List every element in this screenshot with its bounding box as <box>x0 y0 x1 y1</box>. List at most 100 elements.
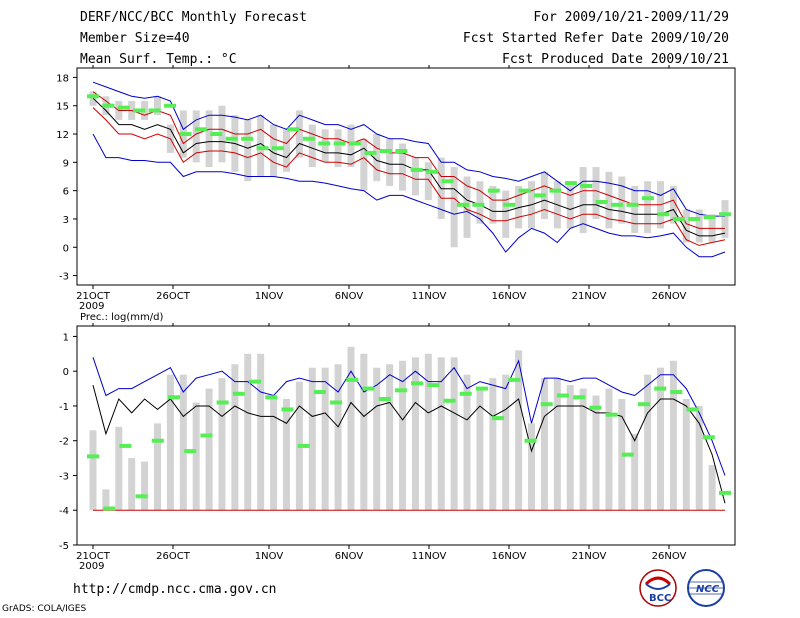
spread-box <box>592 167 600 219</box>
marker <box>87 94 99 99</box>
x-tick-label: 26NOV <box>652 291 687 302</box>
y-tick-label: 1 <box>63 332 69 343</box>
marker <box>475 386 488 391</box>
series-line-upper <box>92 357 726 476</box>
marker <box>281 407 294 412</box>
precip-bar <box>89 430 97 511</box>
y-tick-label: -3 <box>59 471 69 482</box>
plot-frame <box>76 67 736 286</box>
marker <box>637 402 650 407</box>
header-left: DERF/NCC/BCC Monthly Forecast Member Siz… <box>80 10 307 73</box>
precip-bar <box>463 374 471 511</box>
panel-label: Prec.: log(mm/d) <box>80 312 163 323</box>
marker <box>518 188 531 193</box>
precip-bar <box>682 399 690 511</box>
marker <box>102 103 115 108</box>
precip-bar <box>360 353 368 511</box>
precip-bar <box>192 402 200 511</box>
x-tick-label: 1NOV <box>255 551 284 562</box>
marker <box>313 390 326 395</box>
marker <box>503 202 516 207</box>
marker <box>200 433 213 438</box>
marker <box>346 377 359 382</box>
precip-bar <box>399 360 407 511</box>
spread-box <box>257 115 265 177</box>
precip-bar <box>141 461 149 511</box>
ncc-logo-icon: NCC <box>687 569 725 607</box>
marker <box>703 215 716 220</box>
marker <box>164 103 177 108</box>
precip-bar <box>566 385 574 511</box>
member-size: Member Size=40 <box>80 31 190 46</box>
marker <box>524 438 537 443</box>
forecast-produced: Fcst Produced Date 2009/10/21 <box>502 52 729 67</box>
source-url[interactable]: http://cmdp.ncc.cma.gov.cn <box>73 582 277 597</box>
precip-bar <box>502 374 510 511</box>
marker <box>595 199 608 204</box>
spread-box <box>605 171 613 229</box>
precip-bar <box>515 350 523 511</box>
precip-bar <box>450 357 458 511</box>
precip-bar <box>708 465 716 511</box>
marker <box>702 435 715 440</box>
marker <box>508 377 521 382</box>
precip-bar <box>631 433 639 511</box>
precip-bar <box>605 388 613 511</box>
grads-credit: GrADS: COLA/IGES <box>2 604 87 614</box>
spread-box <box>644 181 652 234</box>
precip-bar <box>579 388 587 511</box>
precip-bar <box>282 399 290 511</box>
x-tick-label: 16NOV <box>492 291 527 302</box>
spread-box <box>205 110 213 168</box>
spread-box <box>669 185 677 224</box>
marker <box>719 212 731 217</box>
marker <box>117 105 130 110</box>
marker <box>719 490 731 495</box>
marker <box>427 383 440 388</box>
marker <box>148 108 161 113</box>
marker <box>459 391 472 396</box>
spread-box <box>631 185 639 234</box>
y-tick-label: 15 <box>56 102 69 113</box>
marker <box>487 188 500 193</box>
forecast-period: For 2009/10/21-2009/11/29 <box>533 10 729 25</box>
marker <box>119 443 132 448</box>
y-tick-label: 0 <box>63 367 69 378</box>
marker <box>441 179 454 184</box>
x-tick-label: 21NOV <box>572 551 607 562</box>
marker <box>654 386 667 391</box>
marker <box>168 395 181 400</box>
marker <box>302 136 315 141</box>
spread-box <box>566 181 574 229</box>
precip-bar <box>644 374 652 511</box>
spread-box <box>321 129 329 163</box>
marker <box>657 212 670 217</box>
x-tick-label: 21NOV <box>572 291 607 302</box>
spread-box <box>282 129 290 172</box>
marker <box>194 127 207 132</box>
marker <box>611 202 624 207</box>
precip-bar <box>347 346 355 511</box>
x-tick-label: 6NOV <box>335 291 364 302</box>
x-tick-label: 6NOV <box>335 551 364 562</box>
spread-box <box>450 167 458 248</box>
precip-bar <box>270 399 278 511</box>
marker <box>573 395 586 400</box>
precip-bar <box>102 489 110 511</box>
marker <box>216 400 229 405</box>
marker <box>556 393 569 398</box>
marker <box>626 202 639 207</box>
marker <box>456 202 469 207</box>
y-tick-label: -2 <box>59 437 69 448</box>
temperature-panel: -3 0 3 6 9 12 15 18 21OCT 26OCT 1NOV 6NOV 11NOV 16NOV… <box>56 65 736 312</box>
x-year-label: 2009 <box>79 301 104 312</box>
x-year-label: 2009 <box>79 561 104 572</box>
x-tick-label: 21OCT <box>76 291 111 302</box>
marker <box>443 398 456 403</box>
spread-box <box>295 110 303 158</box>
series-line-mean <box>92 384 726 504</box>
precip-bar <box>424 353 432 511</box>
marker <box>103 506 116 511</box>
x-tick-label: 1NOV <box>255 291 284 302</box>
y-tick-label: 12 <box>56 130 69 141</box>
